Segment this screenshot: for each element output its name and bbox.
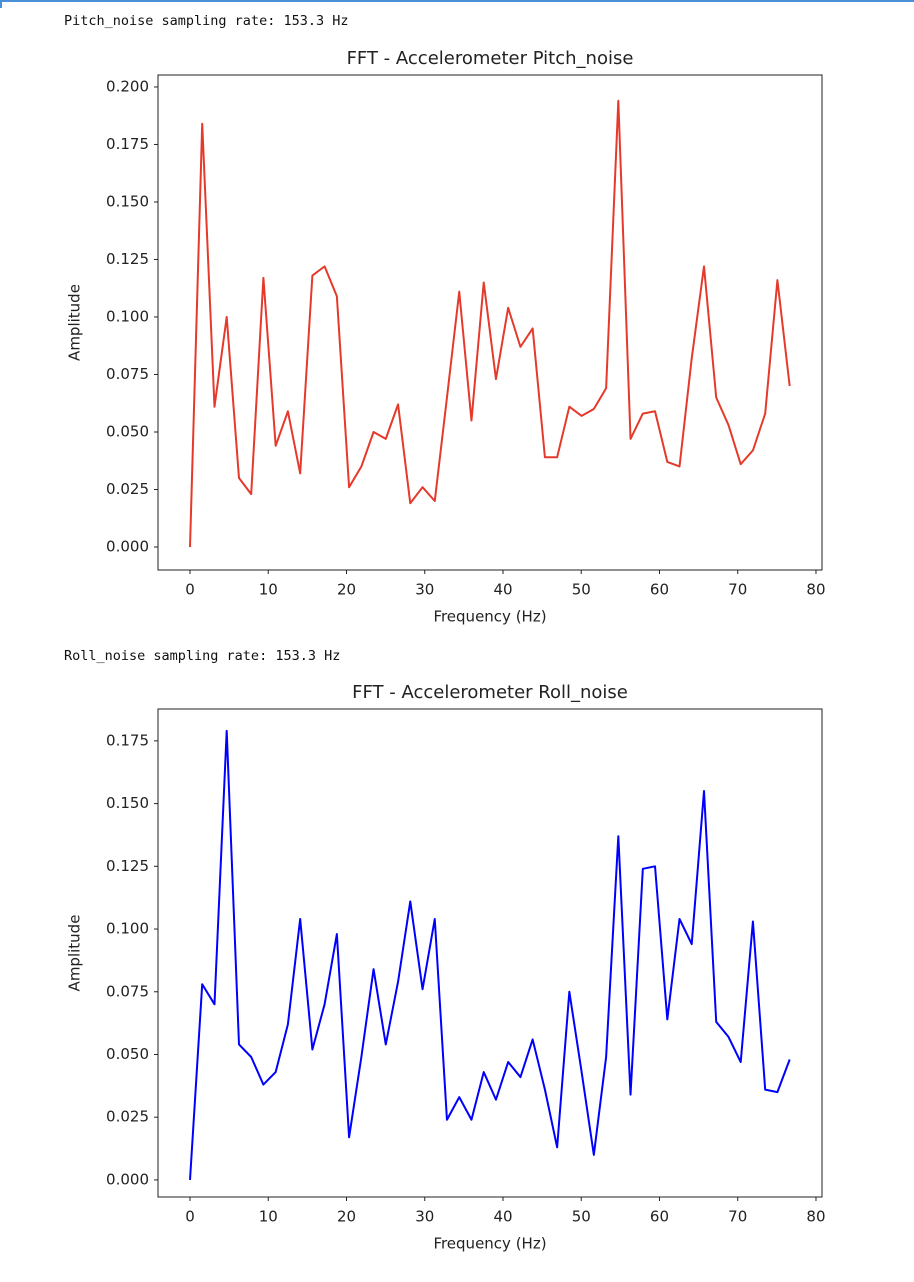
x-tick-label: 0	[185, 1208, 195, 1226]
y-axis-label: Amplitude	[66, 284, 84, 361]
output-text: Roll_noise sampling rate: 153.3 Hz	[64, 648, 340, 664]
x-tick-label: 50	[572, 581, 591, 599]
plot-frame	[157, 708, 823, 1198]
x-tick-label: 0	[185, 581, 195, 599]
data-line	[189, 729, 791, 1181]
x-tick-label: 70	[728, 581, 747, 599]
y-tick-label: 0.075	[106, 365, 149, 383]
y-tick-label: 0.175	[106, 731, 149, 749]
y-tick-label: 0.000	[106, 1170, 149, 1188]
x-tick-label: 10	[259, 1208, 278, 1226]
y-tick-label: 0.125	[106, 250, 149, 268]
y-tick-label: 0.150	[106, 192, 149, 210]
chart-title: FFT - Accelerometer Roll_noise	[352, 682, 628, 703]
y-tick-label: 0.150	[106, 794, 149, 812]
y-tick-label: 0.100	[106, 920, 149, 938]
data-line	[189, 99, 791, 548]
x-tick-label: 60	[650, 1208, 669, 1226]
y-tick-label: 0.100	[106, 307, 149, 325]
x-tick-label: 50	[572, 1208, 591, 1226]
y-axis-label: Amplitude	[66, 915, 84, 992]
x-axis-label: Frequency (Hz)	[433, 608, 546, 626]
y-tick-label: 0.050	[106, 1045, 149, 1063]
x-axis-label: Frequency (Hz)	[433, 1235, 546, 1253]
y-tick-label: 0.175	[106, 135, 149, 153]
plot-frame	[157, 74, 823, 571]
y-tick-label: 0.000	[106, 537, 149, 555]
y-tick-label: 0.050	[106, 422, 149, 440]
x-tick-label: 20	[337, 1208, 356, 1226]
x-tick-label: 70	[728, 1208, 747, 1226]
y-tick-label: 0.025	[106, 480, 149, 498]
x-tick-label: 30	[415, 581, 434, 599]
y-tick-label: 0.075	[106, 982, 149, 1000]
x-tick-label: 40	[493, 581, 512, 599]
chart-title: FFT - Accelerometer Pitch_noise	[347, 48, 634, 69]
x-tick-label: 80	[806, 581, 825, 599]
y-tick-label: 0.200	[106, 77, 149, 95]
x-tick-label: 20	[337, 581, 356, 599]
x-tick-label: 80	[806, 1208, 825, 1226]
y-tick-label: 0.125	[106, 857, 149, 875]
x-tick-label: 60	[650, 581, 669, 599]
output-text: Pitch_noise sampling rate: 153.3 Hz	[64, 13, 348, 29]
y-tick-label: 0.025	[106, 1108, 149, 1126]
x-tick-label: 10	[259, 581, 278, 599]
x-tick-label: 40	[493, 1208, 512, 1226]
x-tick-label: 30	[415, 1208, 434, 1226]
